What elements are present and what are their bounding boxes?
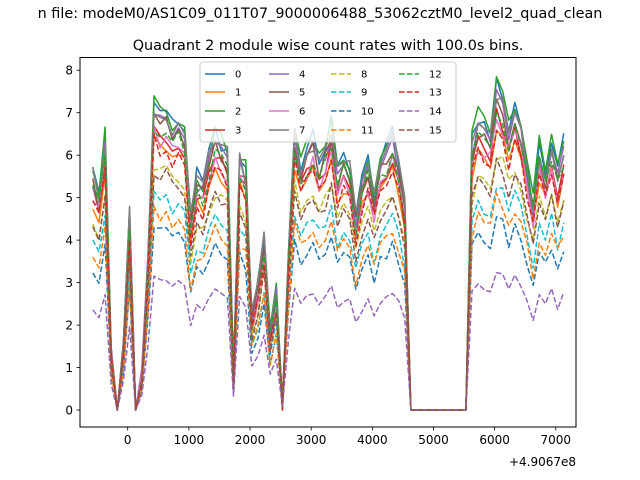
legend-label-module-12: 12 [429,70,442,81]
y-tick-label: 3 [65,276,73,290]
x-tick-label: 1000 [174,433,205,447]
x-tick-label: 0 [124,433,132,447]
y-tick-label: 2 [65,318,73,332]
y-tick-label: 4 [65,233,73,247]
legend-label-module-7: 7 [299,126,305,137]
x-axis-ticks: 0 1000 2000 3000 4000 5000 6000 7000 [124,427,571,447]
series-line-module-13 [92,129,565,411]
series-line-module-8 [92,155,565,411]
legend-label-module-8: 8 [361,70,367,81]
legend-frame [199,61,457,143]
series-line-module-15 [92,157,565,411]
series-line-module-1 [92,130,565,411]
y-tick-label: 6 [65,148,73,162]
x-tick-label: 6000 [479,433,510,447]
y-tick-label: 8 [65,64,73,78]
x-tick-label: 4000 [357,433,388,447]
series-line-module-11 [92,192,565,411]
axes-frame [79,57,577,428]
series-line-module-9 [92,187,565,411]
legend-label-module-2: 2 [235,107,241,118]
legend-label-module-14: 14 [429,107,442,118]
y-axis-ticks: 0 1 2 3 4 5 6 7 8 [65,64,80,417]
chart-title: Quadrant 2 module wise count rates with … [133,38,524,54]
series-line-module-10 [92,216,565,411]
y-tick-label: 5 [65,191,73,205]
legend-label-module-11: 11 [361,126,374,137]
x-axis-offset-label: +4.9067e8 [509,455,576,469]
x-tick-label: 7000 [541,433,572,447]
x-tick-label: 5000 [418,433,449,447]
plot-area: 0 1000 2000 3000 4000 5000 6000 7000 012345678 … [65,57,577,469]
figure-suptitle: n file: modeM0/AS1C09_011T07_9000006488_… [38,6,603,22]
legend-label-module-0: 0 [235,70,241,81]
series-line-module-6 [92,118,565,411]
y-tick-label: 1 [65,361,73,375]
legend-label-module-15: 15 [429,126,442,137]
series-line-module-5 [92,98,565,411]
x-tick-label: 2000 [235,433,266,447]
series-line-module-12 [92,112,565,411]
legend-label-module-13: 13 [429,88,442,99]
series-line-module-3 [92,107,565,411]
series-lines [92,76,565,411]
legend-label-module-4: 4 [299,70,305,81]
legend-label-module-1: 1 [235,88,241,99]
series-line-module-14 [92,272,565,411]
legend-label-module-10: 10 [361,107,374,118]
legend-label-module-6: 6 [299,107,305,118]
y-tick-label: 0 [65,403,73,417]
legend-label-module-9: 9 [361,88,367,99]
x-tick-label: 3000 [296,433,327,447]
y-tick-label: 7 [65,106,73,120]
legend-label-module-3: 3 [235,126,241,137]
legend-label-module-5: 5 [299,88,305,99]
